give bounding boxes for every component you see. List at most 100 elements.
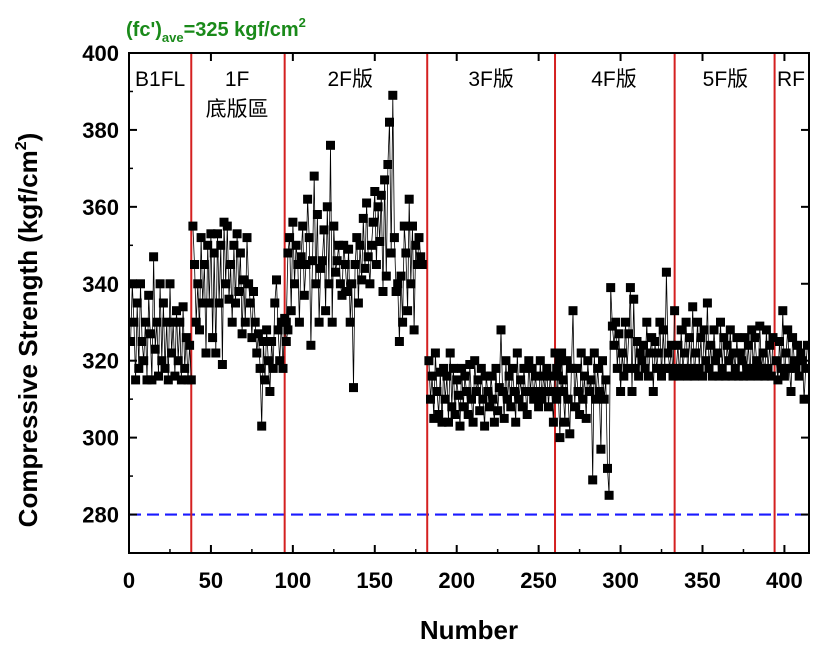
- data-point: [761, 325, 771, 335]
- region-label: 1F: [225, 68, 250, 91]
- data-point: [509, 387, 519, 396]
- data-point: [696, 333, 706, 343]
- y-tick-label: 320: [82, 349, 119, 374]
- data-point: [794, 371, 804, 381]
- data-point: [568, 306, 578, 316]
- data-point: [352, 233, 362, 243]
- data-point: [681, 317, 691, 327]
- data-point: [386, 248, 396, 258]
- data-point: [745, 371, 755, 381]
- x-tick-label: 150: [356, 568, 393, 593]
- data-point: [570, 402, 580, 412]
- data-point: [339, 240, 349, 250]
- data-point: [326, 140, 335, 150]
- data-point: [530, 371, 540, 381]
- y-axis-title-main: Compressive Strength (kgf/cm: [13, 150, 43, 527]
- data-point: [612, 363, 622, 373]
- data-point: [645, 348, 655, 358]
- data-point: [529, 394, 539, 404]
- data-point: [314, 317, 324, 327]
- data-point: [283, 325, 293, 335]
- data-point: [389, 233, 399, 243]
- data-point: [540, 387, 550, 396]
- data-point: [465, 360, 475, 369]
- data-point: [235, 248, 245, 258]
- data-point: [711, 356, 721, 366]
- data-point: [216, 240, 226, 250]
- data-point: [775, 337, 784, 346]
- data-point: [619, 371, 629, 381]
- data-point: [460, 371, 470, 381]
- data-point: [614, 329, 624, 339]
- data-point: [742, 363, 752, 373]
- data-point: [491, 363, 501, 373]
- data-point: [552, 363, 562, 373]
- data-point: [175, 317, 185, 327]
- data-point: [740, 333, 750, 343]
- data-point: [666, 340, 676, 350]
- data-point: [442, 371, 452, 381]
- data-point: [473, 375, 483, 385]
- data-point: [566, 363, 576, 373]
- data-point: [462, 387, 471, 396]
- data-point: [709, 325, 719, 335]
- data-point: [252, 348, 262, 358]
- data-point: [312, 210, 322, 219]
- data-point: [493, 406, 503, 416]
- data-point: [714, 371, 724, 381]
- x-tick-label: 400: [766, 568, 803, 593]
- data-point: [781, 348, 791, 358]
- data-point: [593, 363, 603, 373]
- data-point: [639, 340, 648, 350]
- data-point: [501, 356, 511, 366]
- data-point: [750, 333, 760, 343]
- data-point: [412, 260, 422, 269]
- data-point: [149, 252, 159, 262]
- data-point: [227, 317, 237, 327]
- chart-title-main: =325 kgf/cm: [184, 19, 299, 41]
- data-point: [129, 317, 139, 327]
- data-point: [539, 371, 549, 381]
- data-point: [573, 387, 583, 396]
- data-point: [581, 413, 591, 423]
- data-point: [524, 356, 534, 366]
- data-point: [521, 387, 530, 396]
- data-point: [586, 375, 596, 385]
- data-point: [340, 260, 350, 269]
- data-point: [214, 298, 224, 308]
- data-point: [704, 363, 714, 373]
- series-line: [556, 272, 675, 496]
- data-point: [557, 348, 567, 358]
- data-point: [209, 248, 219, 258]
- data-point: [267, 337, 277, 346]
- data-point: [575, 410, 585, 419]
- data-point: [725, 325, 735, 335]
- region-label: 3F版: [468, 68, 514, 91]
- data-point: [145, 329, 155, 339]
- x-tick-label: 50: [199, 568, 223, 593]
- data-point: [673, 340, 683, 350]
- data-point: [650, 337, 660, 346]
- data-point: [516, 375, 526, 385]
- data-point: [512, 348, 522, 358]
- data-point: [294, 317, 304, 327]
- data-point: [332, 256, 342, 266]
- data-point: [154, 371, 163, 381]
- data-point: [232, 229, 242, 239]
- data-point: [514, 394, 524, 404]
- data-point: [157, 356, 167, 366]
- data-point: [707, 371, 717, 381]
- divider-layer: [190, 53, 776, 553]
- data-point: [699, 325, 709, 335]
- data-point: [678, 363, 688, 373]
- data-point: [142, 375, 152, 385]
- data-point: [660, 363, 670, 373]
- data-point: [757, 363, 766, 373]
- data-point: [167, 348, 177, 358]
- data-point: [722, 340, 732, 350]
- data-point: [394, 337, 404, 346]
- data-point: [471, 387, 481, 396]
- data-point: [712, 348, 722, 358]
- data-point: [661, 267, 671, 277]
- data-point: [719, 333, 729, 343]
